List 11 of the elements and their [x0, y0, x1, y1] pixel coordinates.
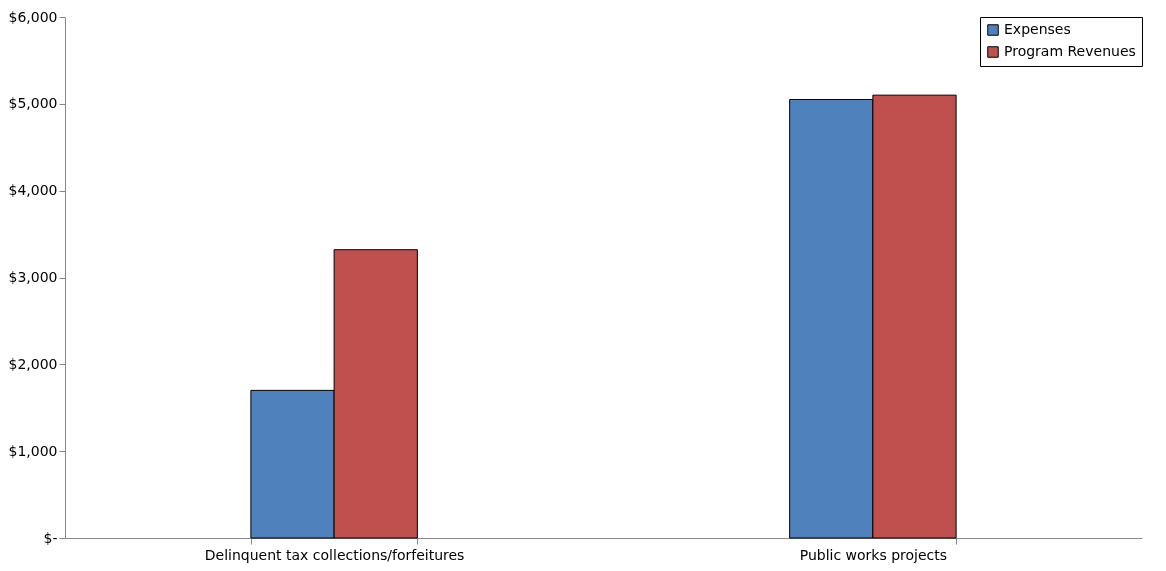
y-tick-label: $4,000 [8, 182, 58, 199]
y-tick-label: $- [43, 529, 58, 546]
y-tick-label: $3,000 [8, 269, 58, 285]
x-tick-label: Public works projects [799, 546, 948, 563]
legend-label: Expenses [1004, 21, 1071, 37]
y-tick-label: $5,000 [8, 95, 58, 112]
legend-label: Program Revenues [1004, 43, 1136, 59]
y-tick-label: $6,000 [8, 8, 58, 25]
x-tick-label: Delinquent tax collections/forfeitures [204, 546, 465, 563]
y-tick-label: $1,000 [8, 442, 58, 459]
y-tick-label: $2,000 [8, 355, 58, 372]
